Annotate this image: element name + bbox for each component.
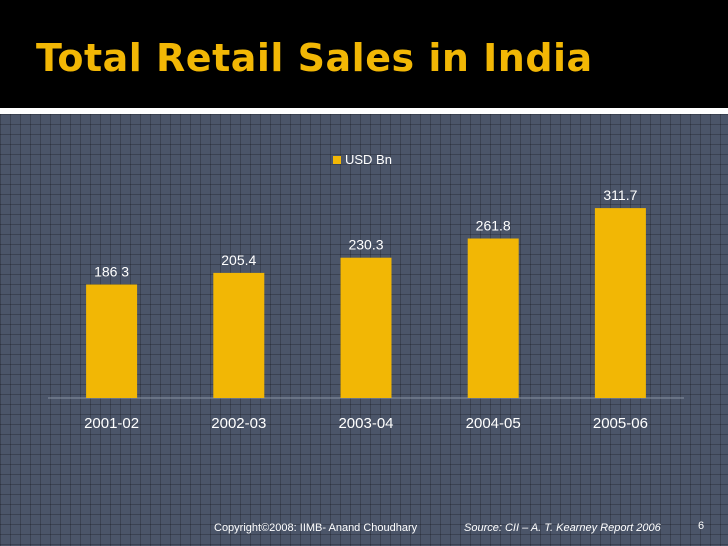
slide-title: Total Retail Sales in India [36, 36, 593, 80]
page-number: 6 [698, 520, 705, 532]
value-label-2002-03: 205.4 [221, 252, 256, 268]
legend-swatch [333, 155, 341, 164]
value-label-2005-06: 311.7 [603, 187, 637, 203]
copyright-text: Copyright©2008: IIMB- Anand Choudhary [214, 522, 418, 534]
title-divider [0, 108, 728, 114]
bar-2001-02 [86, 284, 138, 398]
value-label-2001-02: 186 3 [94, 264, 129, 280]
category-label-2005-06: 2005-06 [593, 415, 648, 432]
bar-2004-05 [467, 238, 519, 398]
chart-legend: USD Bn [333, 152, 392, 167]
category-label-2003-04: 2003-04 [338, 415, 393, 432]
category-label-2004-05: 2004-05 [466, 415, 521, 432]
value-label-2004-05: 261.8 [476, 218, 511, 234]
category-label-2002-03: 2002-03 [211, 415, 266, 432]
bar-2005-06 [594, 208, 646, 398]
value-label-2003-04: 230.3 [348, 237, 383, 253]
category-label-2001-02: 2001-02 [84, 415, 139, 432]
title-bar [0, 0, 728, 108]
bar-2002-03 [213, 272, 265, 398]
source-citation: Source: CII – A. T. Kearney Report 2006 [464, 522, 661, 534]
legend-label: USD Bn [345, 152, 392, 167]
bar-2003-04 [340, 257, 392, 398]
